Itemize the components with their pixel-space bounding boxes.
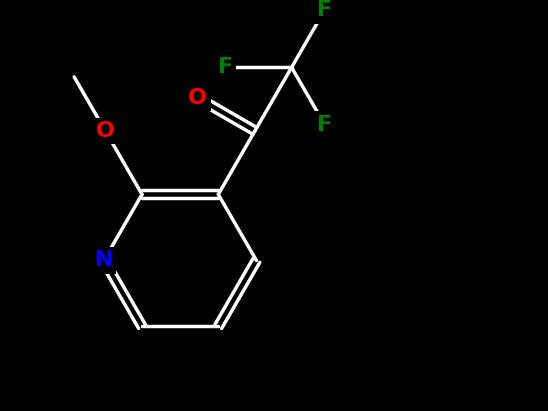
Text: O: O: [189, 88, 207, 108]
Text: F: F: [317, 115, 332, 134]
Text: F: F: [218, 58, 233, 77]
Text: O: O: [96, 121, 115, 141]
Text: F: F: [317, 0, 332, 20]
Text: N: N: [95, 250, 113, 270]
